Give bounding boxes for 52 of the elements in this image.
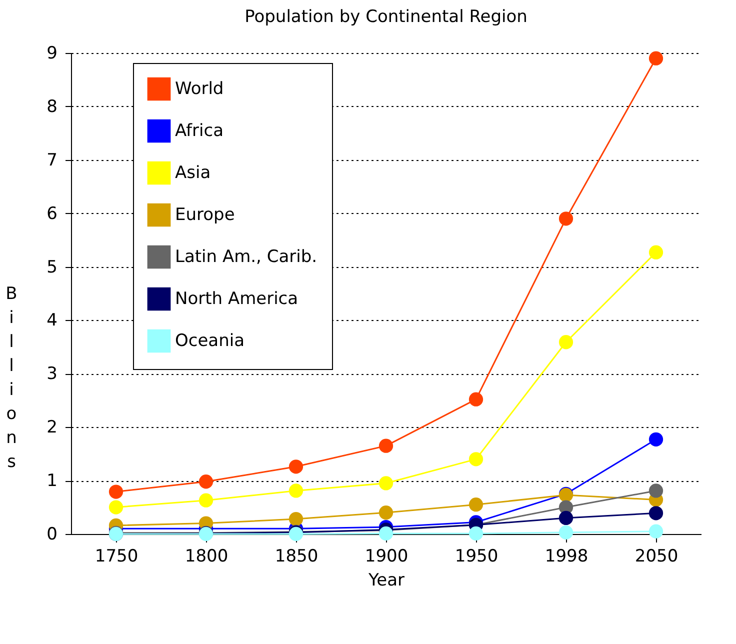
point <box>648 432 664 446</box>
y-tick-label: 5 <box>46 257 58 278</box>
y-tick-label: 4 <box>46 310 58 331</box>
legend-label: Asia <box>175 163 211 183</box>
point <box>558 510 574 526</box>
y-tick-label: 6 <box>46 204 58 224</box>
x-tick-label: 1900 <box>364 546 408 566</box>
y-tick-label: 0 <box>46 524 58 544</box>
point <box>468 526 484 541</box>
point <box>288 460 304 474</box>
point <box>378 476 394 490</box>
legend-label: Oceania <box>175 331 245 351</box>
legend-label: North America <box>175 289 298 309</box>
x-axis-title: Year <box>368 570 405 590</box>
chart-title: Population by Continental Region <box>244 7 528 27</box>
point <box>108 500 124 514</box>
point <box>468 498 484 512</box>
y-tick-label: 1 <box>46 471 58 492</box>
y-tick-label: 7 <box>46 150 58 170</box>
x-tick-label: 1998 <box>544 546 588 566</box>
point <box>468 392 484 406</box>
point <box>648 245 664 260</box>
point <box>648 506 664 520</box>
point <box>198 493 214 508</box>
x-tick-label: 2050 <box>634 546 678 566</box>
point <box>108 484 124 499</box>
legend-label: World <box>175 79 224 99</box>
point <box>288 484 304 498</box>
legend-label: Latin Am., Carib. <box>175 247 318 267</box>
point <box>378 438 394 453</box>
x-tick-label: 1800 <box>184 546 228 566</box>
point <box>648 51 664 66</box>
point <box>558 212 574 226</box>
point <box>558 525 574 540</box>
point <box>378 506 394 520</box>
legend-label: Africa <box>175 121 224 141</box>
x-tick-label: 1850 <box>274 546 318 566</box>
x-tick-label: 1750 <box>94 546 138 566</box>
y-tick-label: 9 <box>46 44 58 64</box>
point <box>648 484 664 498</box>
legend-label: Europe <box>175 205 235 225</box>
y-tick-label: 2 <box>46 418 58 438</box>
point <box>378 526 394 541</box>
point <box>648 524 664 538</box>
y-tick-label: 3 <box>46 364 58 384</box>
x-tick-label: 1950 <box>454 546 498 566</box>
y-tick-label: 8 <box>46 96 58 117</box>
point <box>558 335 574 350</box>
point <box>198 474 214 489</box>
point <box>468 452 484 466</box>
y-axis-title: Billions <box>6 284 18 472</box>
point <box>288 512 304 526</box>
